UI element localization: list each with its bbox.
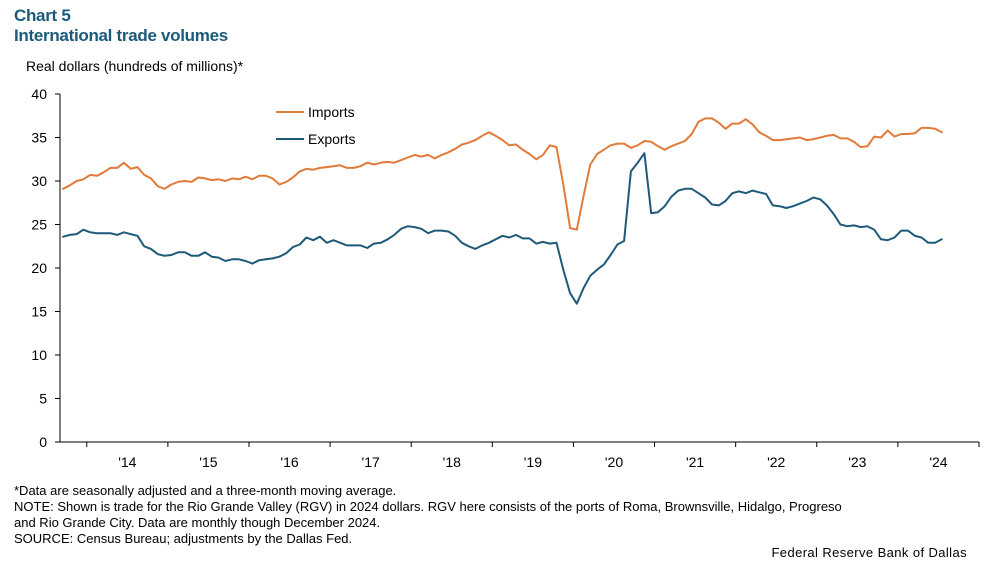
chart-number: Chart 5: [14, 6, 71, 25]
x-tick-label: '14: [118, 454, 136, 470]
chart-notes: *Data are seasonally adjusted and a thre…: [14, 483, 974, 547]
x-tick-label: '23: [848, 454, 866, 470]
series-line-exports: [62, 152, 943, 305]
footnote-asterisk: *Data are seasonally adjusted and a thre…: [14, 483, 397, 498]
x-tick-label: '18: [443, 454, 461, 470]
y-tick-label: 0: [39, 434, 47, 450]
legend-label-exports: Exports: [308, 131, 355, 147]
series-line-imports: [62, 117, 943, 231]
y-axis-unit-label: Real dollars (hundreds of millions)*: [26, 58, 244, 74]
footnote-note-continued: and Rio Grande City. Data are monthly th…: [14, 515, 381, 530]
x-tick-label: '22: [767, 454, 785, 470]
x-tick-label: '19: [524, 454, 542, 470]
y-tick-label: 35: [31, 130, 47, 146]
y-tick-label: 15: [31, 304, 47, 320]
chart-title: International trade volumes: [14, 26, 228, 45]
brand-credit: Federal Reserve Bank of Dallas: [771, 545, 967, 560]
y-tick-label: 25: [31, 217, 47, 233]
legend-label-imports: Imports: [308, 104, 355, 120]
footnote-note: NOTE: Shown is trade for the Rio Grande …: [14, 499, 842, 514]
x-tick-label: '17: [362, 454, 380, 470]
x-tick-label: '21: [686, 454, 704, 470]
y-tick-label: 5: [39, 391, 47, 407]
x-tick-label: '20: [605, 454, 623, 470]
y-tick-label: 20: [31, 260, 47, 276]
y-tick-label: 40: [31, 86, 47, 102]
y-tick-label: 30: [31, 173, 47, 189]
y-tick-label: 10: [31, 347, 47, 363]
chart-series: [62, 117, 943, 305]
line-chart: 0 5 10 15 20 25 30 35 40 '14 '15 '16 '17 '18 '19 '20 '21…: [31, 86, 980, 470]
x-tick-label: '15: [199, 454, 217, 470]
footnote-source: SOURCE: Census Bureau; adjustments by th…: [14, 531, 353, 546]
x-tick-label: '24: [929, 454, 947, 470]
chart-axes: 0 5 10 15 20 25 30 35 40 '14 '15 '16 '17 '18 '19 '20 '21…: [31, 86, 980, 470]
x-tick-label: '16: [280, 454, 298, 470]
chart-legend: Imports Exports: [276, 104, 355, 147]
